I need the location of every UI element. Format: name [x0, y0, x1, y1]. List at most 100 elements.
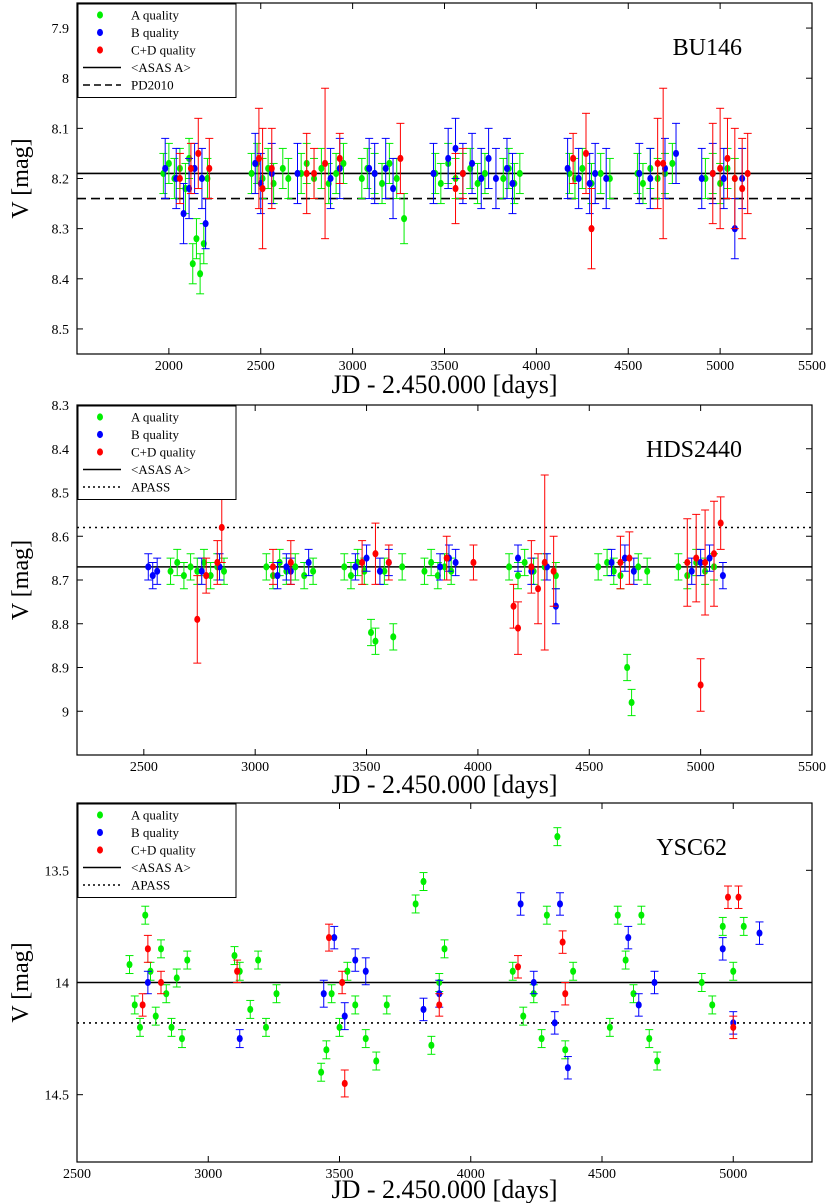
data-point — [167, 567, 174, 575]
data-point — [137, 1023, 143, 1031]
legend-marker — [97, 846, 103, 854]
data-point — [279, 164, 286, 173]
data-point — [368, 628, 374, 637]
data-point — [285, 174, 292, 183]
data-point — [517, 900, 524, 908]
data-point — [301, 572, 308, 580]
data-point — [570, 154, 577, 163]
data-point — [193, 235, 200, 243]
data-point — [152, 1012, 159, 1020]
legend-label: B quality — [131, 825, 180, 840]
x-tick-label: 3000 — [339, 359, 367, 374]
data-point — [173, 974, 180, 982]
data-point — [179, 1034, 185, 1043]
x-tick-label: 2500 — [63, 1167, 91, 1182]
data-point — [165, 159, 172, 168]
data-point — [638, 911, 645, 919]
data-point — [582, 149, 589, 158]
data-point — [617, 558, 624, 567]
data-point — [709, 1001, 716, 1009]
data-point — [390, 184, 397, 193]
legend-label: PD2010 — [131, 78, 174, 93]
data-point — [515, 554, 521, 562]
data-point — [198, 174, 205, 183]
data-point — [381, 567, 388, 575]
legend-box — [77, 803, 237, 898]
data-point — [341, 1012, 348, 1020]
data-point — [385, 558, 392, 567]
legend-marker — [97, 811, 103, 819]
data-point — [651, 978, 658, 987]
x-tick-label: 2500 — [130, 760, 158, 775]
data-point — [469, 159, 476, 168]
data-point — [474, 179, 481, 188]
data-point — [586, 179, 593, 188]
data-point — [509, 967, 516, 975]
data-point — [372, 637, 379, 645]
legend-box — [77, 3, 237, 98]
data-point — [248, 169, 255, 178]
data-point — [327, 174, 334, 183]
legend: A quality B quality C+D quality <ASAS A> PD2… — [77, 3, 237, 98]
data-point — [158, 945, 164, 953]
legend-label: A quality — [131, 410, 180, 425]
data-point — [562, 1046, 569, 1054]
data-point — [541, 558, 548, 567]
data-point — [206, 164, 213, 173]
x-tick-label: 3500 — [431, 359, 459, 374]
data-point — [506, 563, 513, 571]
data-point — [530, 978, 537, 987]
legend-label: <ASAS A> — [131, 60, 191, 75]
data-point — [373, 1057, 380, 1065]
y-tick-label: 8.4 — [52, 273, 70, 288]
series-c-d-quality — [138, 885, 743, 1098]
data-point — [528, 563, 535, 571]
series-b-quality — [161, 117, 747, 260]
data-point — [221, 567, 227, 575]
data-point — [303, 169, 310, 178]
x-tick-label: 5500 — [798, 359, 826, 374]
data-point — [628, 698, 635, 707]
data-point — [521, 558, 528, 567]
data-point — [131, 1001, 138, 1009]
data-point — [255, 154, 262, 163]
panel-hds2440: 2500 3000 3500 4000 4500 5000 5500 8.3 8.4 8.5 8.6… — [8, 399, 826, 799]
data-point — [323, 1046, 330, 1054]
data-point — [372, 550, 379, 558]
plot-area — [77, 474, 812, 717]
x-axis-label: JD - 2.450.000 [days] — [331, 1175, 557, 1203]
y-axis-label: V [mag] — [8, 942, 34, 1022]
x-tick-label: 4500 — [575, 760, 603, 775]
data-point — [595, 563, 602, 571]
data-point — [344, 967, 351, 975]
data-point — [698, 174, 705, 183]
data-point — [200, 558, 207, 567]
data-point — [588, 225, 595, 233]
data-point — [382, 164, 389, 173]
data-point — [149, 572, 156, 580]
x-tick-label: 4500 — [588, 1167, 616, 1182]
data-point — [744, 169, 751, 178]
data-point — [509, 179, 516, 188]
data-point — [328, 990, 335, 998]
legend: A quality B quality C+D quality <ASAS A> APA… — [77, 405, 237, 500]
data-point — [187, 563, 194, 571]
data-point — [163, 990, 170, 998]
data-point — [709, 169, 716, 178]
data-point — [202, 220, 209, 228]
data-point — [684, 558, 691, 567]
data-point — [259, 184, 266, 193]
data-point — [333, 169, 340, 178]
data-point — [604, 558, 611, 567]
data-point — [724, 154, 731, 163]
data-point — [492, 174, 499, 183]
legend-box — [77, 405, 237, 500]
y-tick-label: 14 — [55, 977, 69, 992]
legend-label: A quality — [131, 8, 180, 23]
data-point — [194, 567, 201, 575]
data-point — [336, 154, 343, 163]
data-point — [376, 567, 383, 575]
data-point — [515, 963, 521, 971]
y-tick-label: 8.9 — [52, 662, 70, 677]
data-point — [180, 210, 187, 218]
